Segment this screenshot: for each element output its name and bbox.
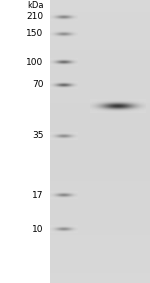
Text: 210: 210 [26,12,44,22]
Text: 10: 10 [32,225,44,234]
Text: 150: 150 [26,29,44,38]
Text: 100: 100 [26,58,44,67]
Text: 70: 70 [32,80,44,89]
Text: kDa: kDa [27,1,44,10]
Text: 17: 17 [32,191,44,200]
Text: 35: 35 [32,131,44,140]
